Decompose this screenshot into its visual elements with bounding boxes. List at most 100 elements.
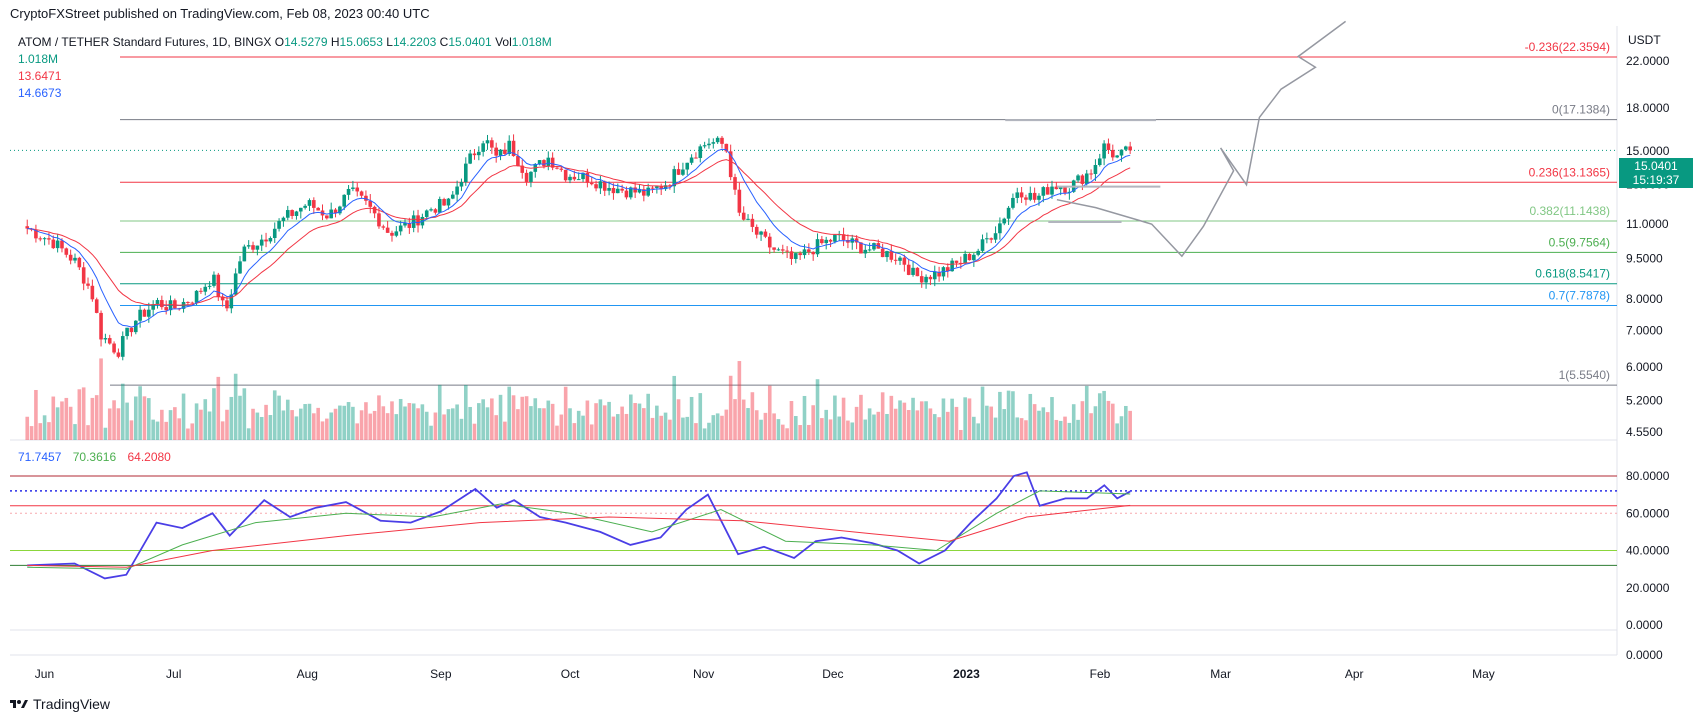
candle-body [1089, 173, 1093, 175]
volume-indicator-value: 1.018M [18, 52, 59, 66]
candle-body [1093, 165, 1098, 175]
candle-body [90, 285, 95, 300]
candle-body [416, 215, 420, 226]
candle-body [511, 140, 516, 157]
candle-body [542, 160, 546, 167]
volume-bar [1097, 393, 1102, 440]
candle-body [620, 188, 624, 191]
volume-bar [68, 406, 73, 440]
candle-body [989, 238, 994, 240]
candle-body [390, 232, 394, 236]
volume-bar [1054, 419, 1059, 440]
volume-bar [1006, 390, 1011, 440]
candle-body [507, 140, 512, 154]
volume-bar [186, 428, 190, 440]
volume-bar [928, 408, 933, 440]
rsi-tick-label: 80.0000 [1626, 469, 1670, 483]
volume-bar [624, 413, 629, 440]
volume-bar [342, 405, 347, 440]
candle-body [889, 251, 894, 260]
volume-bar [38, 423, 43, 440]
x-tick-label: 2023 [953, 667, 980, 681]
volume-bar [233, 373, 238, 440]
candle-body [885, 251, 889, 258]
volume-bar [129, 420, 134, 440]
candle-body [655, 186, 659, 188]
volume-bar [993, 417, 998, 440]
candle-body [794, 253, 798, 259]
candle-body [403, 223, 407, 226]
candle-body [524, 172, 529, 182]
candle-body [642, 189, 646, 196]
candle-body [242, 246, 247, 262]
tradingview-logo[interactable]: TradingView [10, 696, 110, 712]
volume-bar [459, 418, 464, 440]
volume-bar [312, 413, 316, 440]
rsi-tick-label: 40.0000 [1626, 544, 1670, 558]
candle-body [142, 309, 147, 317]
volume-bar [120, 383, 125, 440]
volume-bar [585, 400, 590, 440]
volume-bar [264, 404, 268, 440]
symbol-name[interactable]: ATOM / TETHER Standard Futures, 1D, BING… [18, 35, 272, 49]
volume-bar [372, 410, 377, 440]
volume-bar [1119, 416, 1124, 440]
candle-body [676, 169, 681, 175]
ema-fast-line [27, 148, 1131, 328]
candle-body [125, 327, 129, 337]
price-tick-label: 18.0000 [1626, 101, 1670, 115]
candle-body [477, 151, 481, 156]
volume-bar [338, 405, 342, 440]
candle-body [754, 226, 759, 235]
volume-bar [112, 400, 116, 440]
x-tick-label: Dec [822, 667, 843, 681]
candles [25, 134, 1132, 361]
candle-body [1054, 186, 1059, 190]
volume-bar [164, 421, 168, 440]
price-tick-label: 11.0000 [1626, 217, 1669, 231]
candle-body [659, 186, 663, 190]
volume-bar [898, 400, 902, 440]
volume-bar [694, 423, 698, 440]
candle-body [99, 312, 103, 340]
candle-body [34, 229, 38, 239]
fib-level-label: 1(5.5540) [1559, 368, 1610, 382]
candle-body [824, 239, 829, 244]
candle-body [950, 260, 954, 272]
candle-body [833, 234, 837, 242]
rsi-tick-label: 20.0000 [1626, 581, 1670, 595]
volume-bar [34, 389, 38, 440]
volume-bar [559, 414, 564, 440]
price-tick-label: 7.0000 [1626, 324, 1663, 338]
volume-bar [507, 386, 512, 440]
candle-body [915, 267, 920, 277]
volume-bar [1011, 391, 1015, 440]
volume-bar [828, 419, 833, 440]
candle-body [767, 236, 772, 248]
volume-bar [563, 386, 568, 440]
volume-bar [303, 404, 307, 440]
volume-bar [880, 392, 885, 440]
volume-bar [802, 395, 807, 440]
volume-bar [637, 403, 642, 440]
low-value: 14.2203 [392, 35, 437, 49]
candle-body [368, 200, 373, 207]
candle-body [776, 249, 781, 251]
candle-body [707, 143, 711, 146]
volume-bar [550, 403, 555, 440]
volume-bar [794, 416, 798, 440]
volume-bar [820, 418, 824, 440]
candle-body [303, 205, 307, 208]
candle-body [1032, 192, 1037, 200]
volume-bar [450, 408, 455, 440]
candle-body [220, 296, 225, 301]
volume-bar [390, 401, 394, 440]
volume-bar [659, 415, 663, 440]
candle-body [759, 231, 763, 235]
volume-bar [945, 411, 950, 440]
volume-bar [1106, 400, 1111, 440]
volume-bar [650, 417, 655, 440]
candle-body [103, 338, 108, 340]
volume-bar [294, 416, 299, 440]
